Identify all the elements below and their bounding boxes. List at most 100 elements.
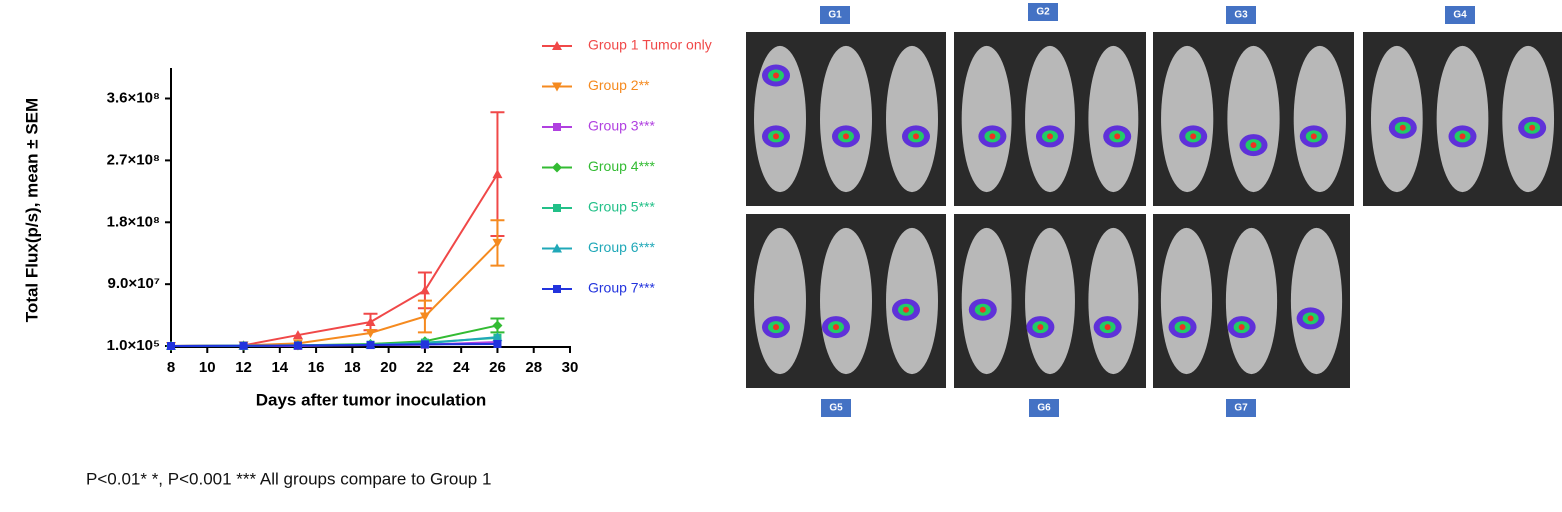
series-line [170,173,499,347]
signal [903,306,909,313]
x-tick-label: 10 [199,359,216,376]
signal [979,306,986,313]
panel-label: G4 [1453,10,1467,21]
panel-label-box [1445,6,1475,24]
signal [1037,324,1044,331]
panel-label-box [1029,399,1059,417]
mouse [820,45,872,193]
legend-label: Group 6*** [588,239,655,255]
data-point [492,320,503,331]
legend-marker [552,82,562,92]
data-point [366,341,375,350]
y-tick-label: 9.0×10⁷ [108,275,161,292]
x-tick-label: 22 [417,359,434,376]
panel-label-box [1226,399,1256,417]
legend-marker [552,41,562,50]
y-tick-label: 3.6×10⁸ [107,89,160,106]
x-tick-label: 16 [308,359,325,376]
panel-label: G6 [1037,403,1051,414]
signal [1459,133,1466,140]
mouse [1436,45,1489,193]
signal [1399,124,1406,131]
data-point [419,312,430,322]
legend-label: Group 3*** [588,118,655,134]
data-point [492,238,503,248]
series-line [170,343,498,347]
panel-label: G1 [828,10,842,21]
data-point [493,340,502,349]
legend-marker [553,123,561,131]
data-point [365,329,376,339]
legend-label: Group 1 Tumor only [588,37,712,53]
mouse [1290,227,1343,375]
legend-marker [553,204,561,212]
mouse [754,227,806,375]
signal [1250,142,1257,149]
y-tick-label: 1.0×10⁵ [107,337,160,354]
data-point [365,317,376,327]
signal [1190,133,1197,140]
imaging-panels: G1 G2 G3 G4 G5 G6 G7 [746,3,1562,417]
panel-label-box [1226,6,1256,24]
signal [1179,324,1186,331]
legend-marker [552,243,562,253]
x-tick-label: 24 [453,359,470,376]
x-tick-label: 14 [271,359,288,376]
data-point [492,169,503,179]
legend-label: Group 5*** [588,199,655,215]
signal [989,133,996,140]
signal [1047,133,1053,140]
legend-label: Group 2** [588,77,650,93]
data-point [492,332,503,342]
x-tick-label: 8 [167,359,175,376]
data-point [292,330,303,340]
mouse [820,227,872,375]
mouse [1088,45,1139,193]
mouse [1025,227,1075,375]
mouse [1161,45,1214,193]
panel-label-box [820,6,850,24]
signal [913,133,919,140]
mouse [1160,227,1213,375]
y-tick-label: 1.8×10⁸ [107,213,160,230]
panel-label: G3 [1234,10,1248,21]
panel-label: G2 [1036,7,1050,18]
panel-label-box [821,399,851,417]
x-tick-label: 28 [525,359,542,376]
mouse [886,45,938,193]
signal [843,133,849,140]
mouse [1088,227,1139,375]
mouse [1025,45,1075,193]
panel-label-box [1028,3,1058,21]
signal [1114,133,1121,140]
legend-label: Group 7*** [588,280,655,296]
signal [773,324,779,331]
x-tick-label: 26 [489,359,506,376]
signal [773,133,779,140]
mouse [1225,227,1278,375]
legend-marker [553,285,561,293]
data-point [167,342,175,350]
mouse [961,45,1012,193]
x-tick-label: 30 [562,359,579,376]
signal [773,72,779,79]
legend-label: Group 4*** [588,158,655,174]
mouse [1227,45,1280,193]
signal [833,324,839,331]
x-tick-label: 12 [235,359,252,376]
signal [1104,324,1111,331]
data-point [420,340,429,349]
x-tick-label: 18 [344,359,361,376]
series-line [170,242,499,347]
legend-marker [552,162,562,173]
y-axis-title: Total Flux(p/s), mean ± SEM [22,98,41,322]
x-tick-label: 20 [380,359,397,376]
signal [1529,124,1536,131]
panel-label: G5 [829,403,843,414]
panel-label: G7 [1234,403,1248,414]
signal [1238,324,1245,331]
data-point [293,341,302,350]
note: P<0.01* *, P<0.001 *** All groups compar… [86,469,491,488]
data-point [419,285,430,295]
